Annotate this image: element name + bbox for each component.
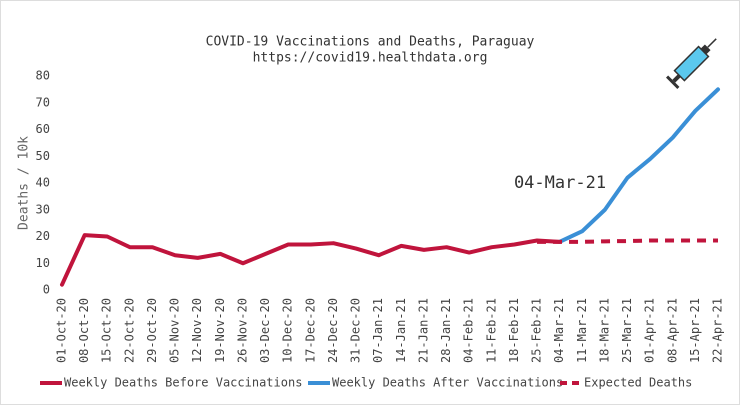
x-tick-label: 31-Dec-20 (349, 298, 363, 363)
x-tick-label: 19-Nov-20 (213, 298, 227, 363)
x-tick-label: 11-Mar-21 (575, 298, 589, 363)
x-tick-label: 04-Feb-21 (462, 298, 476, 363)
annotation: 04-Mar-21 (514, 173, 606, 193)
x-tick-label: 24-Dec-20 (326, 298, 340, 363)
series-line (557, 87, 720, 244)
chart-title: COVID-19 Vaccinations and Deaths, Paragu… (206, 35, 535, 50)
x-tick-label: 21-Jan-21 (416, 298, 430, 363)
x-tick-label: 29-Oct-20 (145, 298, 159, 363)
syringe-icon (666, 38, 717, 89)
chart-subtitle: https://covid19.healthdata.org (253, 51, 488, 66)
x-tick-label: 22-Oct-20 (122, 298, 136, 363)
x-tick-label: 07-Jan-21 (371, 298, 385, 363)
y-tick-label: 50 (36, 149, 50, 163)
y-tick-label: 80 (36, 69, 50, 83)
x-tick-label: 28-Jan-21 (439, 298, 453, 363)
x-tick-label: 01-Oct-20 (55, 298, 69, 363)
x-tick-label: 25-Feb-21 (530, 298, 544, 363)
x-tick-label: 05-Nov-20 (168, 298, 182, 363)
y-tick-label: 20 (36, 229, 50, 243)
y-tick-label: 10 (36, 256, 50, 270)
x-tick-label: 10-Dec-20 (281, 298, 295, 363)
y-tick-label: 40 (36, 176, 50, 190)
y-axis-label: Deaths / 10k (17, 136, 32, 230)
x-tick-label: 17-Dec-20 (303, 298, 317, 363)
x-tick-label: 25-Mar-21 (620, 298, 634, 363)
x-tick-label: 11-Feb-21 (484, 298, 498, 363)
x-tick-label: 03-Dec-20 (258, 298, 272, 363)
y-tick-label: 0 (43, 283, 50, 297)
x-tick-label: 14-Jan-21 (394, 298, 408, 363)
legend-label: Weekly Deaths Before Vaccinations (64, 376, 302, 390)
x-tick-label: 22-Apr-21 (711, 298, 725, 363)
series-line (537, 238, 718, 244)
x-tick-label: 26-Nov-20 (235, 298, 249, 363)
x-tick-label: 18-Mar-21 (597, 298, 611, 363)
series-line (60, 233, 562, 287)
x-tick-label: 08-Oct-20 (77, 298, 91, 363)
x-tick-label: 15-Apr-21 (688, 298, 702, 363)
x-tick-label: 04-Mar-21 (552, 298, 566, 363)
x-tick-label: 18-Feb-21 (507, 298, 521, 363)
y-tick-label: 60 (36, 122, 50, 136)
x-tick-label: 08-Apr-21 (665, 298, 679, 363)
legend-label: Expected Deaths (584, 376, 692, 390)
y-tick-label: 30 (36, 202, 50, 216)
legend-label: Weekly Deaths After Vaccinations (332, 376, 563, 390)
y-tick-label: 70 (36, 95, 50, 109)
x-tick-label: 15-Oct-20 (100, 298, 114, 363)
x-tick-label: 12-Nov-20 (190, 298, 204, 363)
x-tick-label: 01-Apr-21 (643, 298, 657, 363)
